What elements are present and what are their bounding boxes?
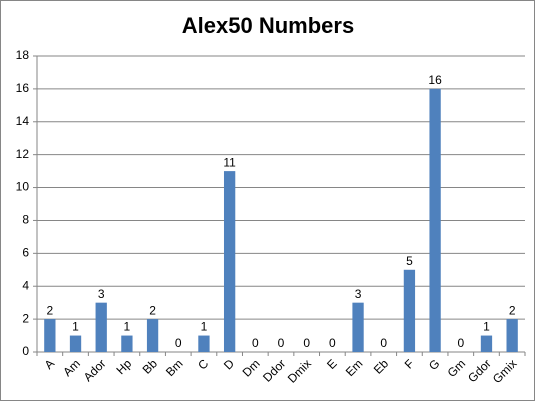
data-label: 1 (483, 320, 490, 334)
y-tick-label: 4 (22, 278, 29, 292)
data-label: 3 (98, 287, 105, 301)
y-tick-label: 16 (16, 81, 30, 95)
bar (429, 88, 441, 352)
bar (121, 335, 133, 352)
bar (403, 269, 416, 352)
chart-title: Alex50 Numbers (182, 13, 354, 38)
data-label: 11 (223, 155, 236, 169)
y-tick-label: 0 (22, 344, 29, 358)
bar (480, 335, 493, 352)
bar (69, 335, 82, 352)
data-label: 2 (46, 303, 53, 317)
data-label: 0 (303, 336, 310, 350)
data-label: 0 (252, 336, 259, 350)
data-label: 1 (72, 320, 79, 334)
data-label: 0 (329, 336, 336, 350)
y-tick-label: 12 (16, 147, 30, 161)
y-tick-label: 8 (22, 213, 29, 227)
y-tick-label: 10 (16, 180, 30, 194)
data-label: 2 (149, 303, 156, 317)
data-label: 0 (457, 336, 464, 350)
bar (506, 319, 518, 352)
data-label: 2 (509, 303, 516, 317)
bar (223, 171, 236, 352)
bar (95, 302, 107, 352)
data-label: 3 (355, 287, 362, 301)
y-tick-label: 2 (22, 311, 29, 325)
data-label: 1 (201, 320, 208, 334)
data-label: 5 (406, 254, 413, 268)
y-tick-label: 14 (16, 114, 30, 128)
bar (198, 335, 210, 352)
bar (146, 319, 159, 352)
data-label: 0 (380, 336, 387, 350)
y-tick-label: 18 (16, 48, 30, 62)
bar (352, 302, 364, 352)
data-label: 1 (124, 320, 131, 334)
data-label: 16 (428, 73, 442, 87)
bar (44, 319, 56, 352)
y-tick-label: 6 (22, 246, 29, 260)
data-label: 0 (278, 336, 285, 350)
data-label: 0 (175, 336, 182, 350)
